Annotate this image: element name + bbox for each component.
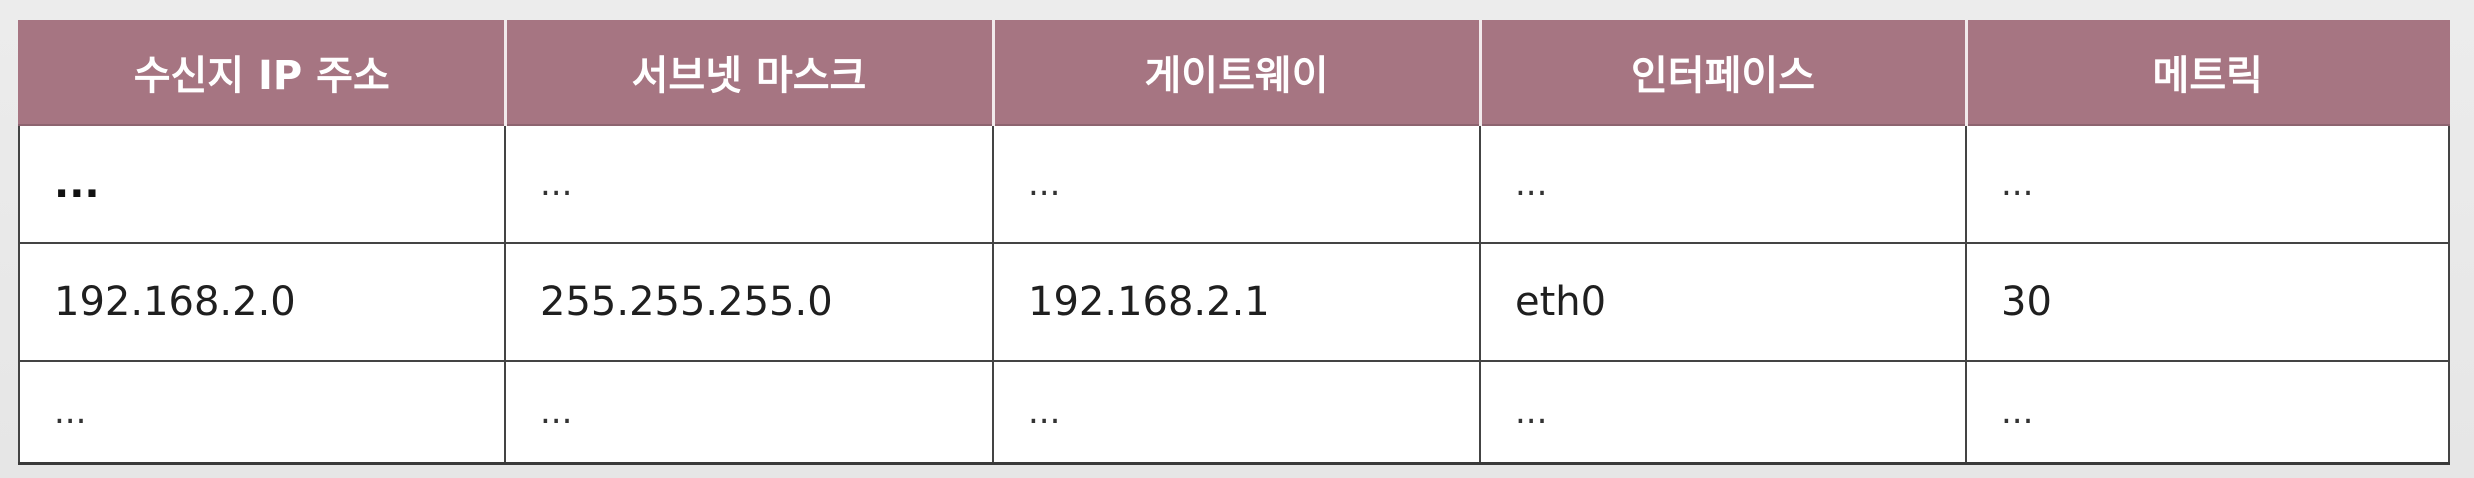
cell-interface: ... [1479, 361, 1966, 465]
table-row: ... ... ... ... ... [18, 361, 2450, 465]
table-header-row: 수신지 IP 주소 서브넷 마스크 게이트웨이 인터페이스 메트릭 [18, 20, 2450, 126]
header-metric: 메트릭 [1964, 20, 2450, 126]
cell-interface: eth0 [1479, 243, 1966, 362]
table-row: 192.168.2.0 255.255.255.0 192.168.2.1 et… [18, 243, 2450, 362]
cell-gateway: ... [992, 125, 1480, 244]
cell-destination-ip: ... [18, 125, 505, 244]
routing-table: 수신지 IP 주소 서브넷 마스크 게이트웨이 인터페이스 메트릭 ... ..… [18, 20, 2450, 465]
table-row: ... ... ... ... ... [18, 125, 2450, 244]
cell-destination-ip: ... [18, 361, 505, 465]
cell-metric: ... [1965, 361, 2450, 465]
header-subnet-mask: 서브넷 마스크 [503, 20, 995, 126]
cell-gateway: 192.168.2.1 [992, 243, 1480, 362]
cell-subnet-mask: ... [504, 361, 993, 465]
cell-gateway: ... [992, 361, 1480, 465]
header-destination-ip: 수신지 IP 주소 [18, 20, 507, 126]
cell-metric: ... [1965, 125, 2450, 244]
cell-interface: ... [1479, 125, 1966, 244]
cell-metric: 30 [1965, 243, 2450, 362]
cell-subnet-mask: ... [504, 125, 993, 244]
cell-destination-ip: 192.168.2.0 [18, 243, 505, 362]
header-interface: 인터페이스 [1478, 20, 1968, 126]
header-gateway: 게이트웨이 [991, 20, 1482, 126]
cell-subnet-mask: 255.255.255.0 [504, 243, 993, 362]
